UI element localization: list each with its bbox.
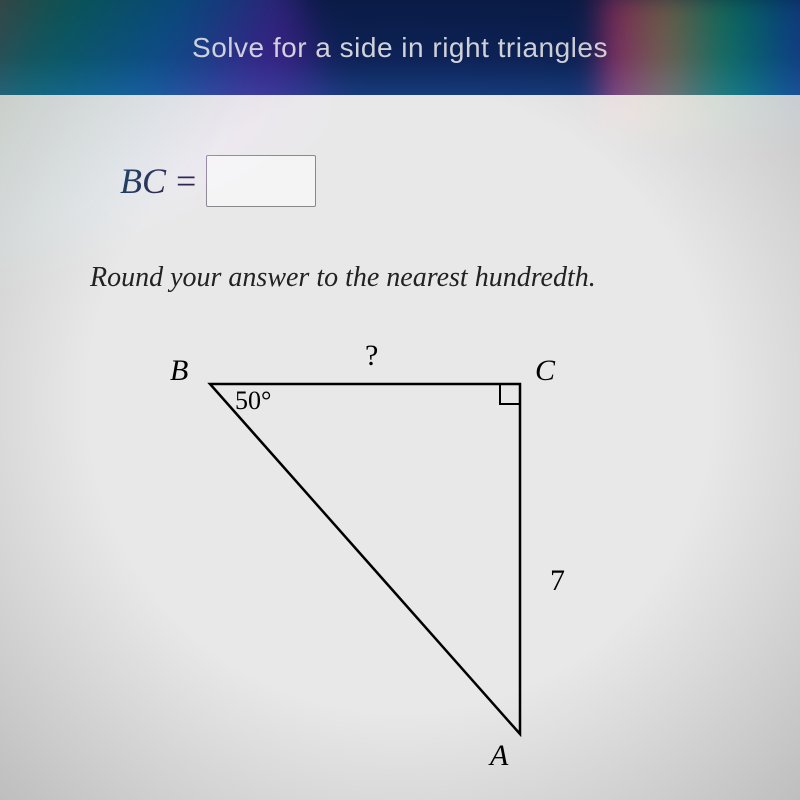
- right-angle-marker: [500, 384, 520, 404]
- lesson-header: Solve for a side in right triangles: [0, 0, 800, 95]
- equals-sign: =: [176, 160, 196, 202]
- triangle-svg: [140, 344, 640, 764]
- question-content: BC = Round your answer to the nearest hu…: [0, 95, 800, 764]
- known-side-label: 7: [550, 564, 565, 598]
- lesson-title: Solve for a side in right triangles: [192, 32, 608, 64]
- triangle-figure: B C A ? 50° 7: [140, 344, 640, 764]
- unknown-side-label: ?: [365, 339, 378, 373]
- vertex-label-B: B: [170, 354, 188, 388]
- variable-label: BC: [120, 160, 166, 202]
- triangle-shape: [210, 384, 520, 734]
- answer-input[interactable]: [206, 155, 316, 207]
- angle-B-label: 50°: [235, 386, 271, 416]
- vertex-label-C: C: [535, 354, 555, 388]
- equation-row: BC =: [120, 155, 710, 207]
- rounding-instruction: Round your answer to the nearest hundred…: [90, 262, 710, 294]
- vertex-label-A: A: [490, 739, 508, 773]
